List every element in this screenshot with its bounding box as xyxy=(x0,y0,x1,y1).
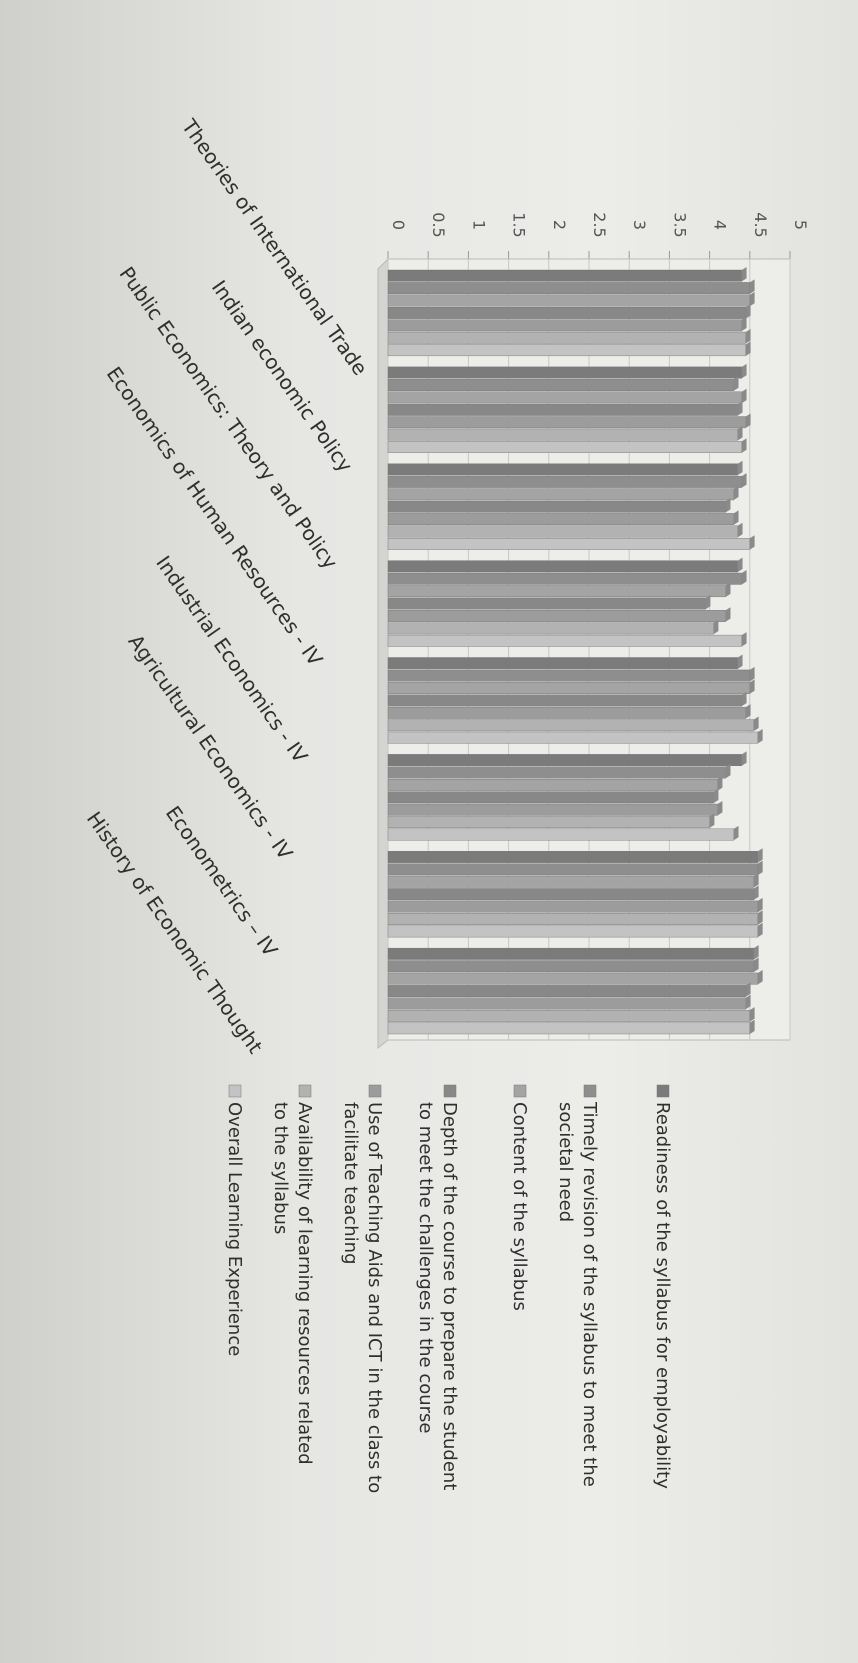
legend-swatch xyxy=(444,1085,456,1097)
legend-swatch xyxy=(514,1085,526,1097)
legend-swatch xyxy=(657,1085,669,1097)
bar-face xyxy=(388,998,746,1009)
bar-face xyxy=(388,489,734,500)
bar-face xyxy=(388,320,742,331)
legend-label: Content of the syllabus xyxy=(509,1102,530,1311)
bar-face xyxy=(388,876,754,887)
bar-face xyxy=(388,720,754,731)
bar-face xyxy=(388,973,758,984)
bar-face xyxy=(388,985,746,996)
legend-label: Availability of learning resources relat… xyxy=(270,1102,315,1465)
bar-face xyxy=(388,804,718,815)
bar-face xyxy=(388,888,754,899)
bar-face xyxy=(388,779,718,790)
tick-label: 2.5 xyxy=(590,212,609,237)
bar-face xyxy=(388,926,758,937)
bar-face xyxy=(388,695,742,706)
tick-label: 1.5 xyxy=(510,212,529,237)
bar-face xyxy=(388,404,738,415)
bar-face xyxy=(388,441,742,452)
bar-face xyxy=(388,464,738,475)
bar-face xyxy=(388,1010,750,1021)
bar-face xyxy=(388,913,758,924)
bar-face xyxy=(388,598,706,609)
bar-face xyxy=(388,417,746,428)
bar-face xyxy=(388,864,758,875)
bar-face xyxy=(388,526,738,537)
bar-face xyxy=(388,1023,750,1034)
bar-face xyxy=(388,585,726,596)
tick-label: 2 xyxy=(550,220,569,230)
bar-face xyxy=(388,901,758,912)
bar-face xyxy=(388,829,734,840)
bar-face xyxy=(388,816,710,827)
tick-label: 3 xyxy=(630,220,649,230)
legend: Readiness of the syllabus for employabil… xyxy=(224,1085,673,1493)
bar-face xyxy=(388,792,714,803)
bar-face xyxy=(388,332,746,343)
plot-floor xyxy=(378,259,388,1048)
category-label: History of Economic Thought xyxy=(82,807,268,1058)
tick-label: 3.5 xyxy=(670,212,689,237)
category-label: Industrial Economics - IV xyxy=(151,551,312,767)
tick-label: 4 xyxy=(711,220,730,230)
bar-face xyxy=(388,573,742,584)
tick-label: 0.5 xyxy=(429,212,448,237)
legend-item: Use of Teaching Aids and ICT in the clas… xyxy=(340,1085,385,1493)
bar-face xyxy=(388,513,734,524)
bar-face xyxy=(388,851,758,862)
bar-face xyxy=(388,707,746,718)
bar-face xyxy=(388,670,750,681)
legend-item: Timely revision of the syllabus to meet … xyxy=(555,1085,600,1487)
legend-swatch xyxy=(299,1085,311,1097)
bar-face xyxy=(388,367,742,378)
legend-item: Content of the syllabus xyxy=(509,1085,530,1311)
bar-face xyxy=(388,682,750,693)
bar-face xyxy=(388,392,742,403)
bar-face xyxy=(388,732,758,743)
tick-label: 4.5 xyxy=(751,212,770,237)
bar-face xyxy=(388,501,726,512)
legend-swatch xyxy=(229,1085,241,1097)
bar-face xyxy=(388,767,726,778)
bar-face xyxy=(388,754,742,765)
category-label: Theories of International Trade xyxy=(176,114,372,380)
bar-face xyxy=(388,658,738,669)
legend-label: Readiness of the syllabus for employabil… xyxy=(652,1102,673,1489)
bar-face xyxy=(388,270,742,281)
category-label: Agricultural Economics - IV xyxy=(124,630,298,864)
legend-label: Timely revision of the syllabus to meet … xyxy=(555,1101,600,1487)
tick-label: 5 xyxy=(791,220,810,230)
bar-face xyxy=(388,635,742,646)
category-label: Indian economic Policy xyxy=(207,276,358,477)
legend-label: Overall Learning Experience xyxy=(224,1102,245,1356)
legend-label: Use of Teaching Aids and ICT in the clas… xyxy=(340,1102,385,1493)
legend-swatch xyxy=(584,1085,596,1097)
bar-face xyxy=(388,282,750,293)
legend-item: Readiness of the syllabus for employabil… xyxy=(652,1085,673,1489)
bar-face xyxy=(388,476,742,487)
bar-face xyxy=(388,429,738,440)
bar-face xyxy=(388,948,754,959)
bar-face xyxy=(388,961,754,972)
bar-face xyxy=(388,307,746,318)
legend-swatch xyxy=(369,1085,381,1097)
legend-item: Availability of learning resources relat… xyxy=(270,1085,315,1465)
bar-face xyxy=(388,379,734,390)
bar-face xyxy=(388,623,714,634)
legend-item: Overall Learning Experience xyxy=(224,1085,245,1356)
legend-item: Depth of the course to prepare the stude… xyxy=(415,1085,460,1490)
value-axis: 0 0.5 1 1.5 2 2.5 3 3.5 4 4.5 5 xyxy=(388,212,810,259)
bar-face xyxy=(388,344,746,355)
legend-label: Depth of the course to prepare the stude… xyxy=(415,1102,460,1490)
bar-face xyxy=(388,538,750,549)
bar-face xyxy=(388,561,738,572)
bar-face xyxy=(388,610,726,621)
bar-face xyxy=(388,295,750,306)
tick-label: 1 xyxy=(469,220,488,230)
tick-label: 0 xyxy=(389,220,408,230)
